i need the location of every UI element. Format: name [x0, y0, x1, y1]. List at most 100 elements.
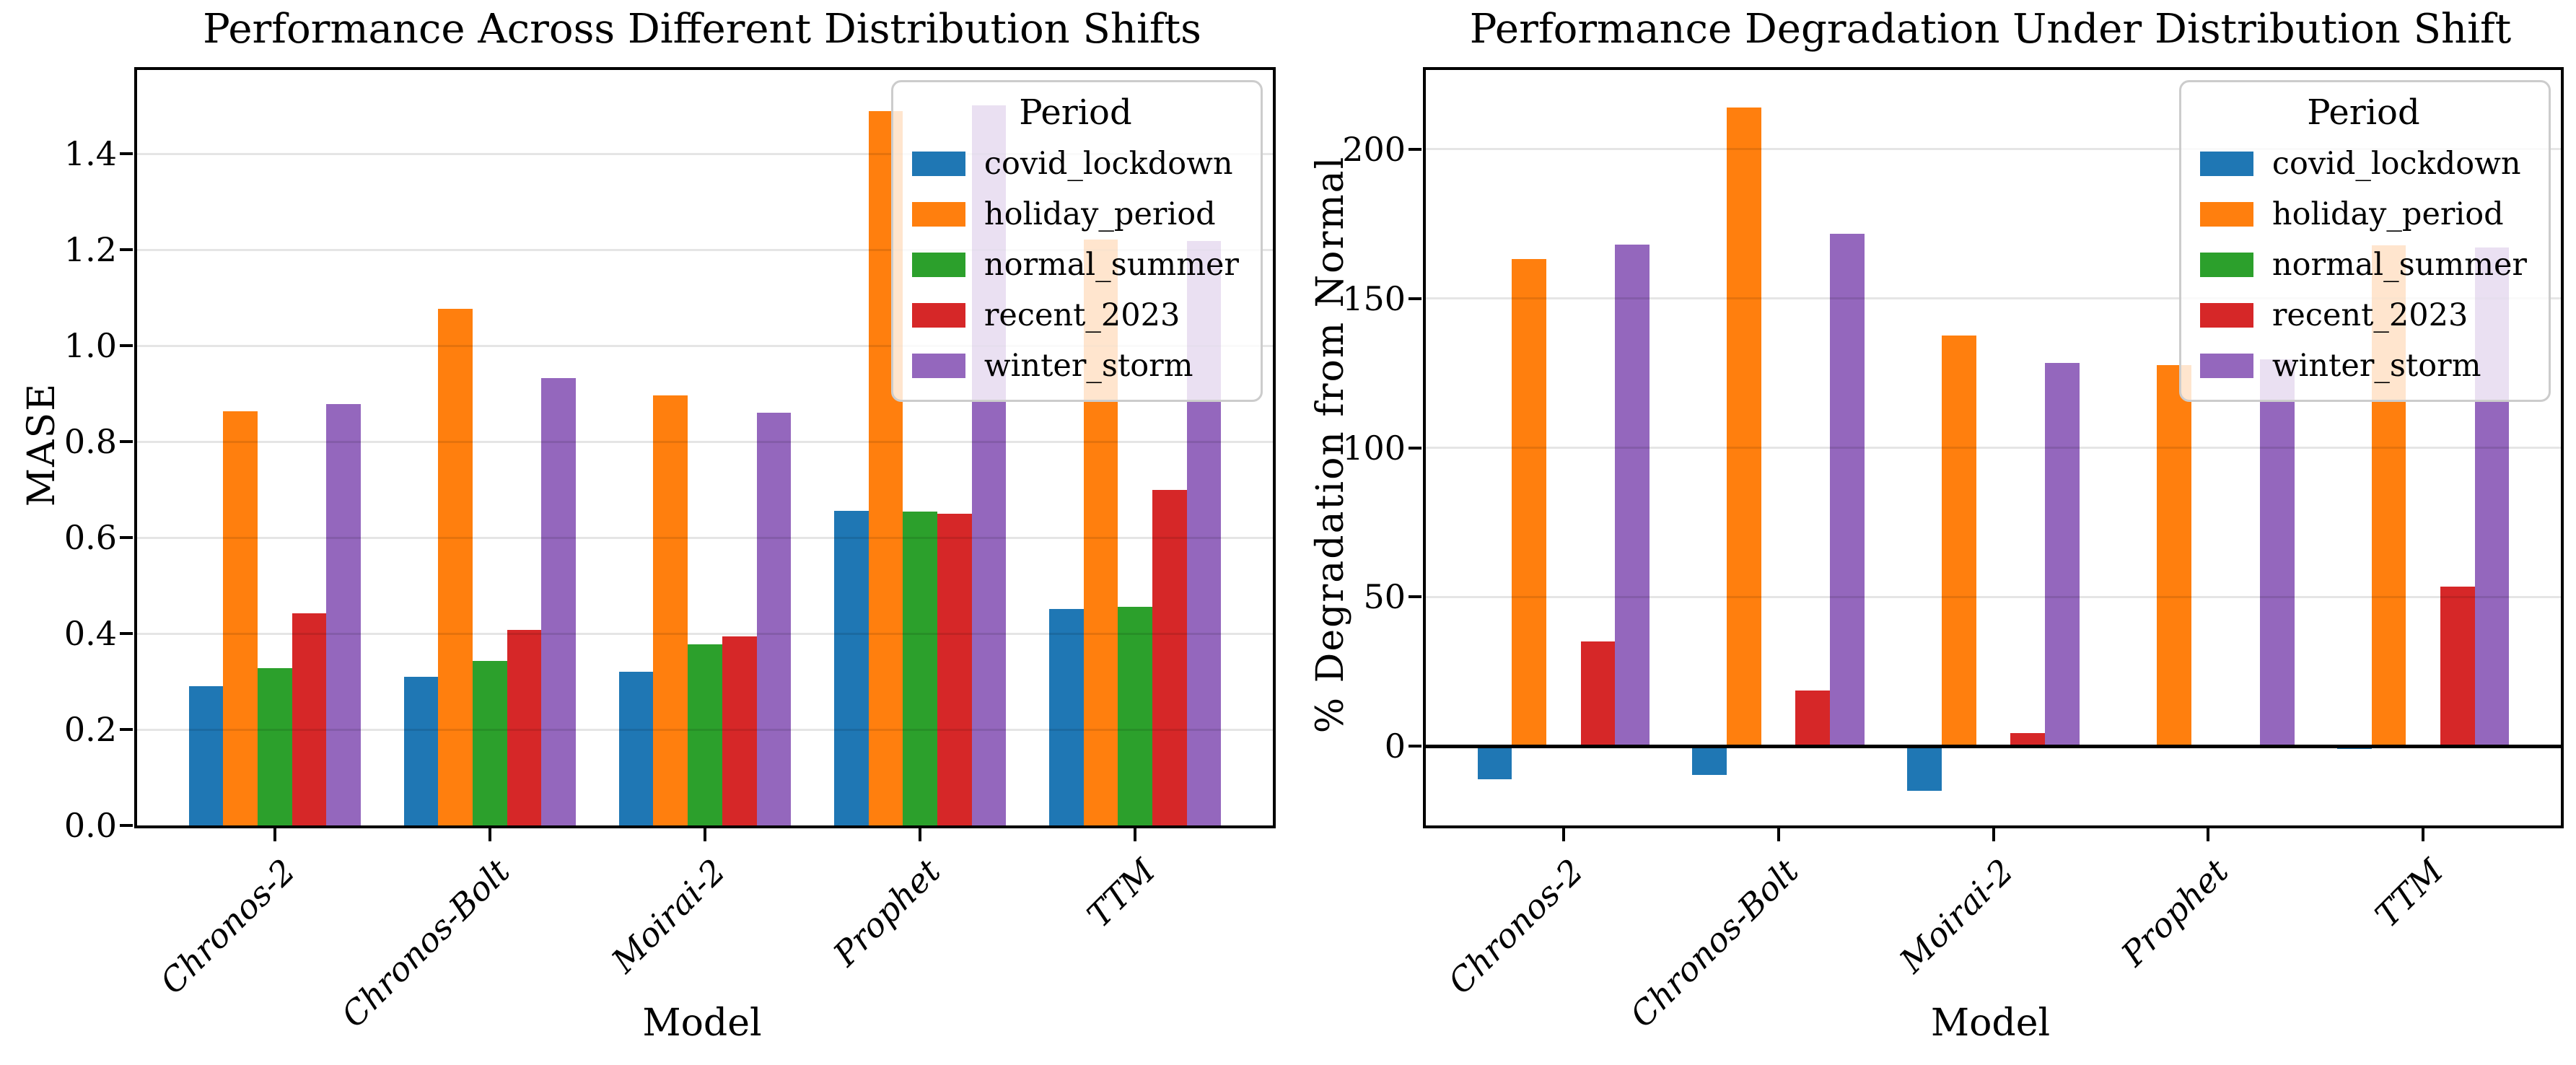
right-chart-bars — [1426, 70, 2561, 825]
ytick-label-1.4: 1.4 — [63, 134, 117, 174]
legend-swatch-winter_storm-icon — [911, 354, 965, 378]
bar-covid_lockdown-Moirai-2 — [618, 672, 654, 825]
bar-covid_lockdown-Chronos-2 — [1477, 746, 1512, 779]
xtick-mark-Prophet — [2207, 828, 2210, 841]
xtick-label-Prophet: Prophet — [2113, 851, 2236, 974]
ytick-mark-0.2 — [120, 728, 133, 732]
bar-recent_2023-Chronos-Bolt — [507, 630, 542, 825]
bar-normal_summer-Moirai-2 — [688, 644, 722, 825]
ytick-label-100: 100 — [1342, 428, 1406, 468]
ytick-label-0.0: 0.0 — [63, 806, 117, 845]
bar-normal_summer-Prophet — [903, 512, 937, 825]
legend-swatch-holiday_period-icon — [2199, 202, 2253, 227]
ytick-label-0.2: 0.2 — [63, 710, 117, 750]
ytick-mark-0.0 — [120, 824, 133, 827]
legend-label-holiday_period: holiday_period — [983, 196, 1216, 232]
bar-recent_2023-Moirai-2 — [2010, 732, 2045, 747]
ytick-label-0.6: 0.6 — [63, 518, 117, 558]
bar-holiday_period-Prophet — [2156, 364, 2191, 747]
legend-label-covid_lockdown: covid_lockdown — [2271, 146, 2521, 182]
xtick-mark-TTM — [1134, 828, 1137, 841]
bar-holiday_period-Chronos-Bolt — [438, 309, 473, 825]
xtick-mark-Moirai-2 — [1992, 828, 1995, 841]
xtick-mark-Chronos-2 — [1561, 828, 1565, 841]
xtick-mark-TTM — [2422, 828, 2425, 841]
legend-label-holiday_period: holiday_period — [2271, 196, 2504, 232]
legend-swatch-covid_lockdown-icon — [911, 152, 965, 176]
bar-covid_lockdown-Chronos-Bolt — [403, 676, 439, 825]
bar-recent_2023-Chronos-2 — [1580, 641, 1616, 747]
bar-winter_storm-Chronos-2 — [1615, 245, 1650, 747]
xtick-mark-Moirai-2 — [704, 828, 706, 841]
bar-winter_storm-Chronos-2 — [326, 403, 362, 825]
right-chart-xlabel: Model — [1930, 1002, 2051, 1045]
ytick-mark-50 — [1409, 595, 1421, 599]
bar-holiday_period-Moirai-2 — [653, 395, 688, 825]
bar-winter_storm-Moirai-2 — [756, 412, 792, 825]
left-chart-title: Performance Across Different Distributio… — [203, 6, 1201, 53]
ytick-mark-0.4 — [120, 632, 133, 636]
right-chart-title: Performance Degradation Under Distributi… — [1469, 6, 2512, 53]
bar-recent_2023-Chronos-2 — [292, 613, 327, 825]
bar-normal_summer-Chronos-2 — [257, 667, 292, 825]
legend-rows: covid_lockdown holiday_period normal_summe… — [2199, 146, 2527, 384]
ytick-label-0: 0 — [1384, 727, 1406, 766]
ytick-mark-150 — [1409, 297, 1421, 300]
ytick-label-50: 50 — [1363, 577, 1406, 617]
xtick-label-Moirai-2: Moirai-2 — [1892, 851, 2021, 981]
xtick-label-TTM: TTM — [1079, 851, 1163, 935]
ytick-mark-1.2 — [120, 248, 133, 252]
bar-normal_summer-TTM — [1118, 606, 1153, 825]
legend-swatch-normal_summer-icon — [911, 253, 965, 277]
xtick-mark-Chronos-Bolt — [488, 828, 491, 841]
bar-recent_2023-TTM — [2440, 586, 2475, 747]
legend-title: Period — [2307, 92, 2420, 133]
legend-row-recent_2023: recent_2023 — [911, 297, 1239, 333]
bar-winter_storm-Chronos-Bolt — [541, 378, 577, 825]
ytick-mark-0.8 — [120, 440, 133, 444]
ytick-label-150: 150 — [1342, 279, 1406, 318]
legend-row-normal_summer: normal_summer — [2199, 247, 2527, 283]
bar-covid_lockdown-Prophet — [833, 510, 869, 825]
legend-label-winter_storm: winter_storm — [983, 348, 1193, 384]
bar-holiday_period-Chronos-Bolt — [1727, 107, 1761, 747]
xtick-mark-Prophet — [919, 828, 922, 841]
legend-label-normal_summer: normal_summer — [2271, 247, 2527, 283]
ytick-mark-0 — [1409, 745, 1421, 748]
legend-row-holiday_period: holiday_period — [2199, 196, 2527, 232]
bar-winter_storm-Chronos-Bolt — [1830, 233, 1865, 747]
ytick-mark-200 — [1409, 147, 1421, 151]
left-chart-xlabel: Model — [642, 1002, 762, 1045]
bar-winter_storm-Moirai-2 — [2045, 362, 2080, 747]
bar-recent_2023-TTM — [1152, 489, 1187, 825]
bar-winter_storm-Prophet — [2259, 359, 2295, 747]
legend-swatch-recent_2023-icon — [2199, 303, 2253, 328]
legend-row-holiday_period: holiday_period — [911, 196, 1239, 232]
bar-holiday_period-Chronos-2 — [1512, 259, 1546, 747]
bar-recent_2023-Chronos-Bolt — [1795, 690, 1831, 747]
legend-row-winter_storm: winter_storm — [2199, 348, 2527, 384]
legend-swatch-winter_storm-icon — [2199, 354, 2253, 378]
legend-label-normal_summer: normal_summer — [983, 247, 1239, 283]
bar-holiday_period-Moirai-2 — [1942, 335, 1976, 747]
legend-row-covid_lockdown: covid_lockdown — [2199, 146, 2527, 182]
ytick-mark-1.0 — [120, 344, 133, 348]
legend-swatch-holiday_period-icon — [911, 202, 965, 227]
ytick-label-0.8: 0.8 — [63, 422, 117, 462]
ytick-mark-0.6 — [120, 536, 133, 540]
legend-row-covid_lockdown: covid_lockdown — [911, 146, 1239, 182]
legend-row-recent_2023: recent_2023 — [2199, 297, 2527, 333]
legend-row-winter_storm: winter_storm — [911, 348, 1239, 384]
legend-swatch-normal_summer-icon — [2199, 253, 2253, 277]
ytick-label-1.2: 1.2 — [63, 230, 117, 270]
bar-covid_lockdown-TTM — [1048, 608, 1084, 825]
bar-holiday_period-Chronos-2 — [223, 411, 258, 825]
ytick-mark-100 — [1409, 446, 1421, 450]
bar-recent_2023-Prophet — [937, 513, 972, 825]
ytick-label-200: 200 — [1342, 129, 1406, 169]
legend-label-winter_storm: winter_storm — [2271, 348, 2481, 384]
legend-label-recent_2023: recent_2023 — [983, 297, 1180, 333]
